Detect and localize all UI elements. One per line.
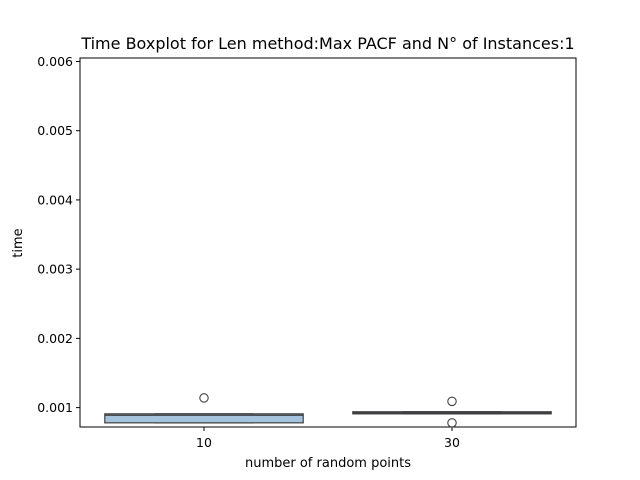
outlier-point bbox=[199, 393, 209, 403]
box-series bbox=[104, 393, 552, 428]
box-group-10 bbox=[104, 393, 304, 424]
y-axis-label: time bbox=[11, 228, 26, 257]
y-tick-label: 0.002 bbox=[37, 331, 73, 346]
box-body bbox=[104, 413, 304, 424]
x-tick-label: 30 bbox=[444, 435, 460, 450]
x-tick-label: 10 bbox=[196, 435, 212, 450]
x-axis-label: number of random points bbox=[245, 456, 411, 471]
outlier-point bbox=[447, 418, 457, 428]
plot-area-frame bbox=[79, 57, 577, 428]
outlier-point bbox=[447, 396, 457, 407]
y-tick-label: 0.006 bbox=[37, 54, 73, 69]
y-tick-label: 0.001 bbox=[37, 400, 73, 415]
chart-title: Time Boxplot for Len method:Max PACF and… bbox=[80, 34, 574, 53]
y-tick-label: 0.003 bbox=[37, 262, 73, 277]
y-tick-label: 0.005 bbox=[37, 123, 73, 138]
y-tick-label: 0.004 bbox=[37, 192, 73, 207]
y-axis: 0.001 0.002 0.003 0.004 0.005 0.006 bbox=[37, 54, 80, 415]
x-axis: 10 30 bbox=[196, 427, 460, 450]
box-group-30 bbox=[352, 396, 552, 428]
